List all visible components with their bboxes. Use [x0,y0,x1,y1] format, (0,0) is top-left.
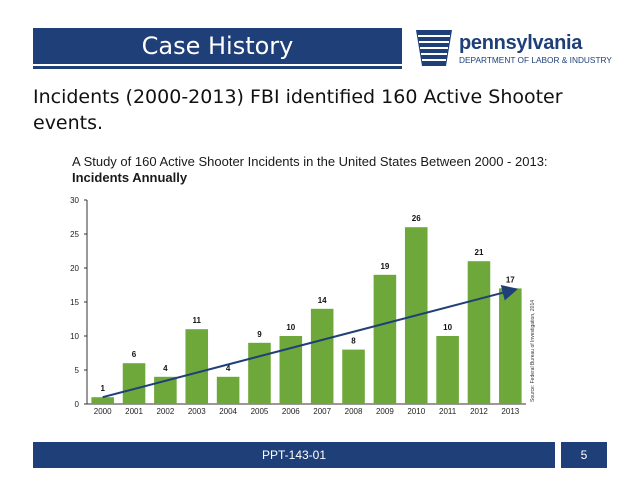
page-number: 5 [580,448,588,462]
data-label: 10 [286,323,295,332]
logo-name: pennsylvania [459,32,583,54]
trend-line [102,285,519,399]
y-tick-label: 20 [70,264,79,273]
bar [216,376,240,404]
title-underline [33,66,402,69]
x-tick-label: 2003 [188,407,206,416]
bar [342,349,365,404]
bar [248,342,271,404]
data-label: 8 [351,337,356,346]
y-tick-label: 15 [70,298,79,307]
source-note: Source: Federal Bureau of Investigation,… [530,300,536,402]
y-tick-label: 25 [70,230,79,239]
data-label: 19 [380,262,389,271]
x-tick-label: 2005 [251,407,269,416]
x-tick-label: 2012 [470,407,488,416]
keystone-icon [416,30,452,66]
x-tick-label: 2007 [313,407,331,416]
bar [91,397,114,404]
data-label: 17 [506,275,515,284]
y-tick-label: 10 [70,332,79,341]
bar [279,336,303,404]
x-tick-label: 2006 [282,407,300,416]
chart-title: A Study of 160 Active Shooter Incidents … [72,154,548,169]
x-tick-label: 2010 [407,407,425,416]
bar [499,288,522,404]
data-label: 6 [132,350,137,359]
data-label: 9 [257,330,262,339]
data-label: 10 [443,323,452,332]
x-tick-label: 2011 [439,407,457,416]
data-label: 1 [100,384,105,393]
bar [373,274,397,404]
bar [310,308,334,404]
bar [436,336,459,404]
body-text: Incidents (2000-2013) FBI identified 160… [33,86,563,134]
bar [122,363,146,404]
data-label: 26 [412,214,421,223]
chart-subtitle: Incidents Annually [72,170,188,185]
slide-title: Case History [141,32,294,60]
bar [467,261,491,404]
y-tick-label: 0 [75,400,80,409]
x-tick-label: 2009 [376,407,394,416]
y-tick-label: 5 [75,366,80,375]
x-tick-label: 2001 [125,407,143,416]
data-label: 14 [318,296,327,305]
page-number-box: 5 [561,442,607,468]
data-label: 11 [193,316,202,325]
data-label: 21 [475,248,484,257]
bar [154,376,177,404]
logo-subtitle: DEPARTMENT OF LABOR & INDUSTRY [459,55,612,65]
data-label: 4 [163,364,168,373]
footer-bar: PPT-143-01 [33,442,555,468]
data-label: 4 [226,364,231,373]
pa-logo: pennsylvania DEPARTMENT OF LABOR & INDUS… [412,28,622,70]
footer-code: PPT-143-01 [261,448,327,462]
bar-chart: 0 5 10 15 20 25 30 1 2000 6 2001 4 2002 11 2003 4 2004 9 2… [70,196,536,416]
y-tick-label: 30 [70,196,79,205]
bar [185,329,209,404]
x-tick-label: 2004 [219,407,237,416]
title-bar: Case History [33,28,402,64]
x-tick-label: 2008 [345,407,363,416]
x-tick-label: 2002 [156,407,174,416]
x-tick-label: 2000 [94,407,112,416]
x-tick-label: 2013 [501,407,519,416]
